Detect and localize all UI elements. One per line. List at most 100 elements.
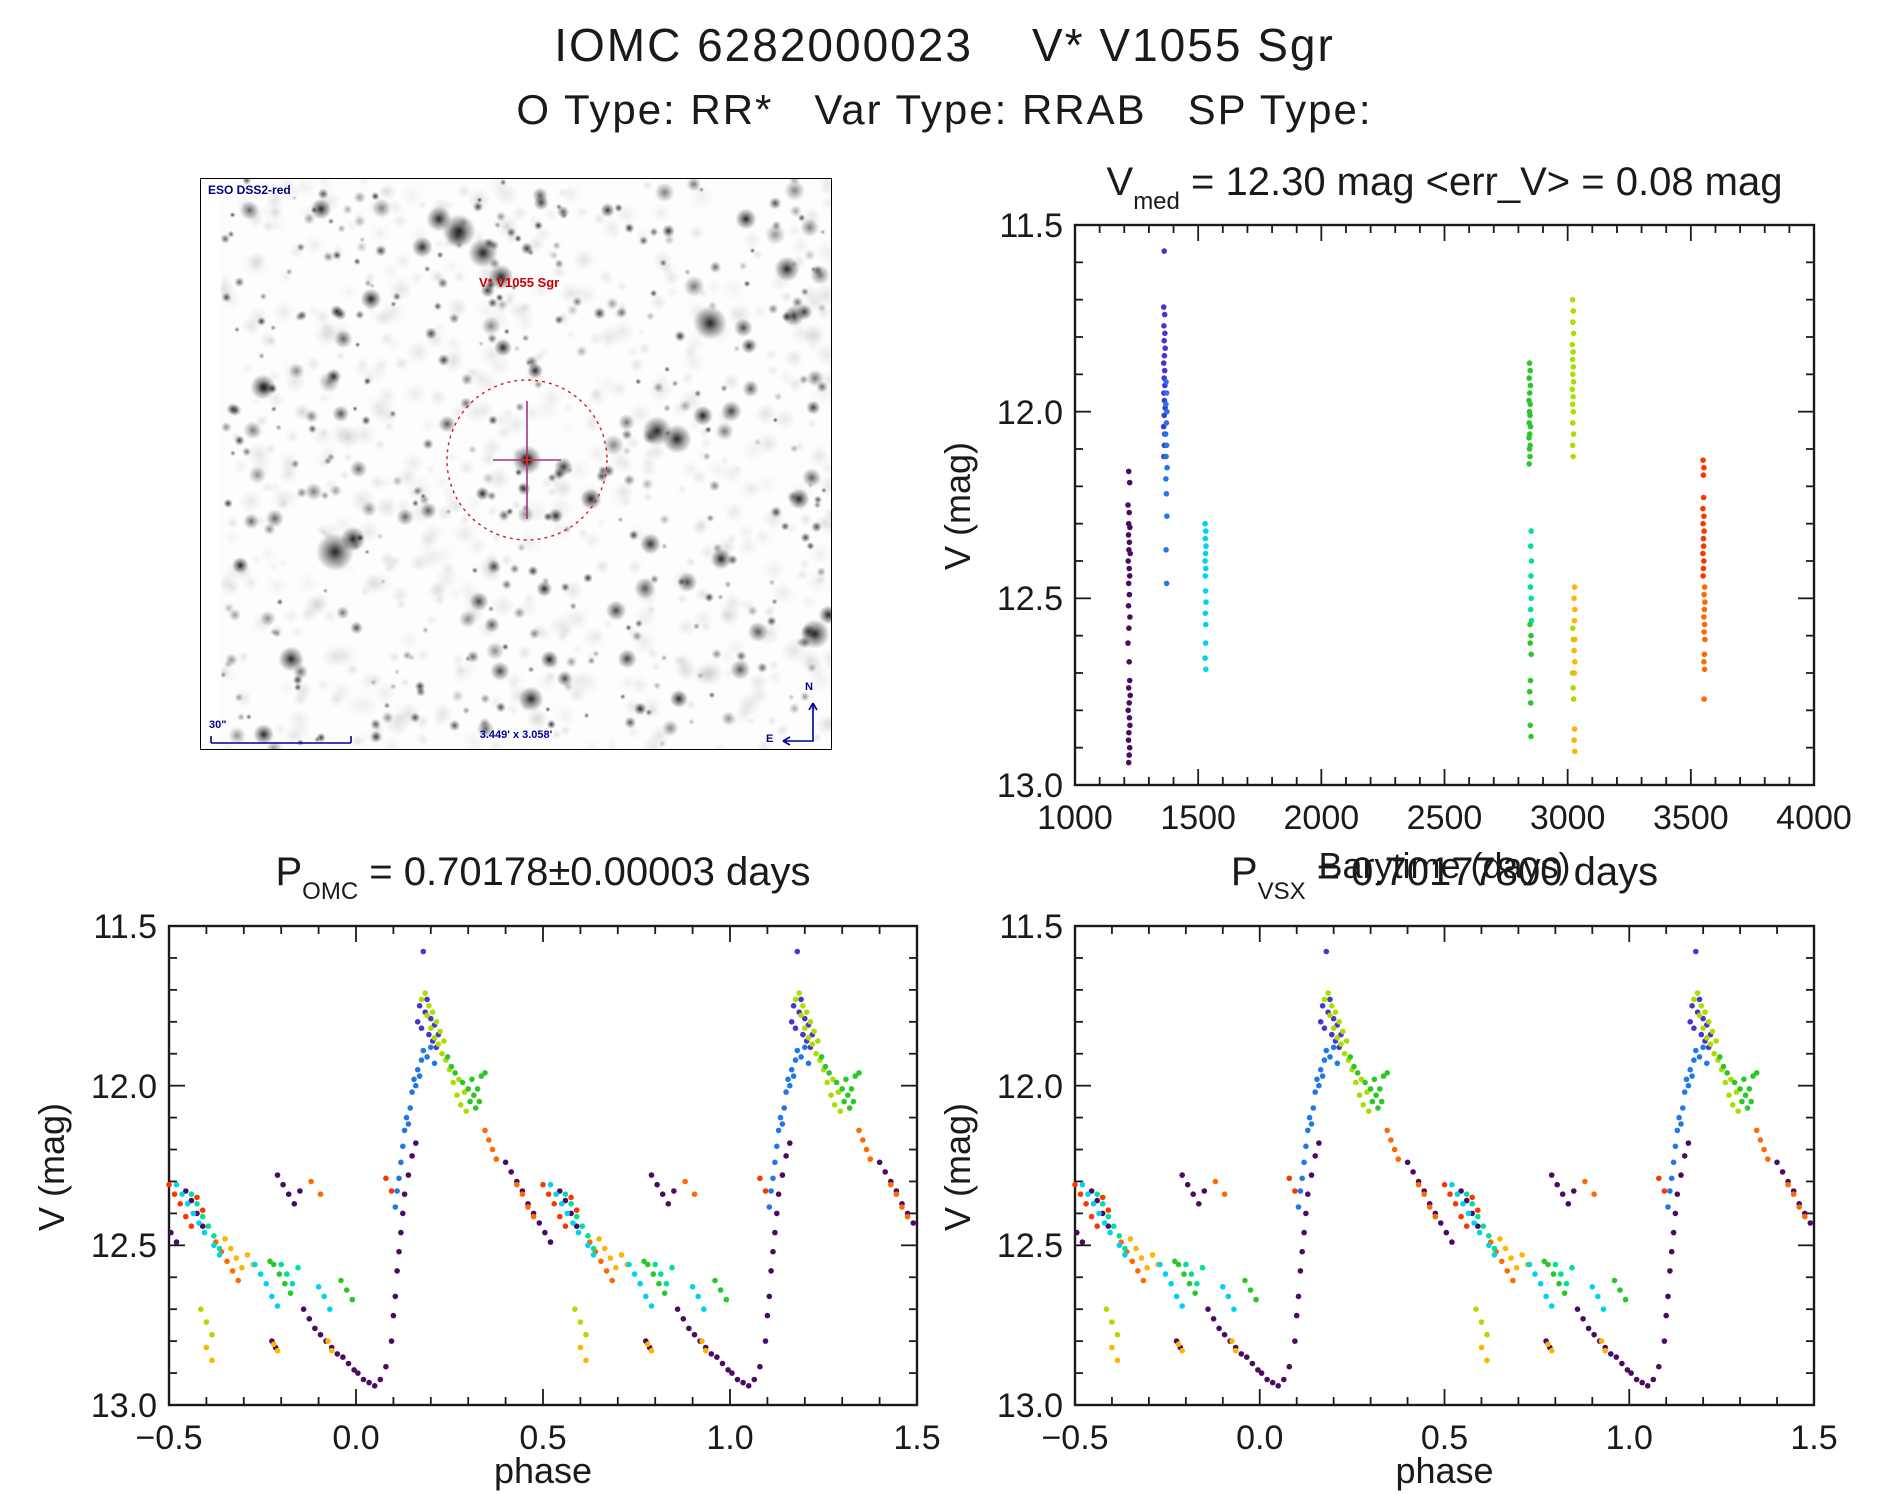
data-point xyxy=(371,1383,378,1389)
data-point xyxy=(1526,688,1533,695)
data-point xyxy=(848,1086,855,1092)
data-point xyxy=(1127,524,1133,531)
data-point xyxy=(654,1181,660,1188)
data-point xyxy=(1138,1255,1145,1261)
x-tick-label: 2500 xyxy=(1406,799,1483,837)
data-point xyxy=(1681,1089,1688,1095)
data-point xyxy=(850,1098,857,1105)
data-point xyxy=(441,1038,447,1044)
data-point xyxy=(1303,1143,1309,1150)
data-point xyxy=(209,1357,215,1364)
data-point xyxy=(1380,1073,1387,1079)
data-point xyxy=(429,1009,436,1015)
data-point xyxy=(1329,1031,1335,1038)
data-point xyxy=(796,990,802,996)
data-point xyxy=(1528,573,1534,579)
data-point xyxy=(366,1379,372,1386)
data-point xyxy=(456,1076,462,1083)
data-point xyxy=(643,1293,649,1300)
axis-ticks xyxy=(1074,925,1815,1406)
data-point xyxy=(1186,1280,1193,1287)
data-point xyxy=(216,1252,223,1258)
phase-omc-yaxis-title: V (mag) xyxy=(31,1102,72,1232)
phase-vsx-title: PVSX = 0.70177800 days xyxy=(1230,850,1659,906)
data-point xyxy=(1510,1277,1516,1284)
compass-east-label: E xyxy=(766,733,774,745)
data-point xyxy=(1528,632,1534,639)
data-point xyxy=(1299,1248,1305,1255)
data-point xyxy=(278,1261,284,1268)
data-point xyxy=(1244,1354,1250,1360)
data-point xyxy=(1532,1271,1538,1277)
data-point xyxy=(1502,1245,1509,1252)
data-point xyxy=(547,1181,554,1188)
data-point xyxy=(1680,1105,1686,1111)
data-point xyxy=(401,1127,408,1134)
data-point xyxy=(1761,1146,1767,1153)
data-point xyxy=(1305,1127,1311,1134)
data-point xyxy=(1356,1092,1363,1098)
data-point xyxy=(428,1015,434,1022)
data-point xyxy=(1295,1204,1302,1210)
data-point xyxy=(1701,651,1708,658)
data-point xyxy=(1672,1143,1679,1150)
data-point xyxy=(598,1258,604,1265)
x-tick-label: 0.5 xyxy=(1420,1419,1469,1457)
data-point xyxy=(1125,532,1132,538)
data-point xyxy=(1527,382,1534,389)
data-point xyxy=(317,1331,324,1338)
data-point xyxy=(1685,1082,1692,1089)
data-point xyxy=(841,1098,847,1105)
data-point xyxy=(1229,1338,1235,1344)
data-point xyxy=(1700,573,1706,579)
data-point xyxy=(1116,1242,1123,1249)
data-point xyxy=(1731,1079,1738,1086)
compass-north-label: N xyxy=(805,681,813,693)
data-point xyxy=(469,1076,475,1083)
data-point xyxy=(1700,535,1707,542)
data-point xyxy=(420,1047,427,1054)
data-point xyxy=(1460,1201,1466,1207)
data-point xyxy=(1569,442,1576,449)
data-point xyxy=(1316,1082,1322,1089)
data-point xyxy=(482,1070,488,1076)
data-point xyxy=(725,1367,731,1373)
data-point xyxy=(1469,1201,1475,1207)
data-point xyxy=(618,1252,625,1258)
data-point xyxy=(405,1121,412,1127)
data-point xyxy=(439,1050,445,1057)
data-point xyxy=(355,1370,361,1376)
data-point xyxy=(1545,1341,1551,1348)
data-point xyxy=(1676,1114,1682,1121)
data-point xyxy=(1527,367,1533,374)
data-point xyxy=(1537,1280,1544,1287)
data-point xyxy=(1203,666,1209,673)
data-point xyxy=(493,1156,500,1162)
data-point xyxy=(1519,1252,1525,1258)
data-point xyxy=(1726,1092,1732,1098)
data-point xyxy=(1212,1178,1219,1185)
data-point xyxy=(1327,1054,1333,1060)
data-point xyxy=(1701,584,1708,590)
data-point xyxy=(1687,1066,1693,1073)
data-point xyxy=(211,1242,217,1249)
data-point xyxy=(1202,535,1209,542)
data-point xyxy=(1454,1191,1461,1197)
data-point xyxy=(1724,1070,1730,1076)
data-point xyxy=(465,1086,472,1092)
data-point xyxy=(1088,1213,1095,1220)
data-point xyxy=(822,1063,829,1070)
data-point xyxy=(899,1204,905,1210)
data-point xyxy=(1179,1347,1185,1354)
data-point xyxy=(1693,948,1699,955)
data-point xyxy=(1286,1363,1293,1370)
data-point xyxy=(1203,599,1209,605)
data-point xyxy=(452,1070,458,1076)
data-point xyxy=(1188,1271,1195,1277)
data-point xyxy=(400,1143,406,1150)
data-point xyxy=(1570,696,1577,702)
data-point xyxy=(196,1220,202,1226)
data-point xyxy=(297,1188,303,1194)
data-point xyxy=(457,1102,464,1108)
data-point xyxy=(846,1105,853,1111)
